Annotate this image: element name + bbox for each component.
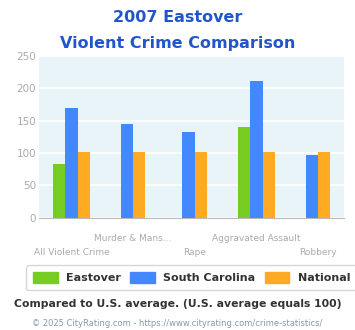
Text: 2007 Eastover: 2007 Eastover: [113, 10, 242, 25]
Text: Murder & Mans...: Murder & Mans...: [94, 235, 172, 244]
Text: Rape: Rape: [183, 248, 206, 257]
Text: Aggravated Assault: Aggravated Assault: [212, 235, 301, 244]
Bar: [238, 127, 250, 218]
Text: Robbery: Robbery: [299, 248, 337, 257]
Bar: [78, 152, 90, 218]
Bar: [263, 152, 275, 218]
Bar: [121, 124, 133, 218]
Bar: [182, 132, 195, 218]
Bar: [306, 155, 318, 218]
Text: Violent Crime Comparison: Violent Crime Comparison: [60, 36, 295, 51]
Text: Compared to U.S. average. (U.S. average equals 100): Compared to U.S. average. (U.S. average …: [14, 299, 341, 309]
Bar: [133, 152, 146, 218]
Bar: [65, 108, 78, 218]
Bar: [318, 152, 331, 218]
Legend: Eastover, South Carolina, National: Eastover, South Carolina, National: [26, 265, 355, 290]
Text: All Violent Crime: All Violent Crime: [34, 248, 109, 257]
Bar: [250, 81, 263, 218]
Bar: [53, 164, 65, 218]
Text: © 2025 CityRating.com - https://www.cityrating.com/crime-statistics/: © 2025 CityRating.com - https://www.city…: [32, 319, 323, 328]
Bar: [195, 152, 207, 218]
